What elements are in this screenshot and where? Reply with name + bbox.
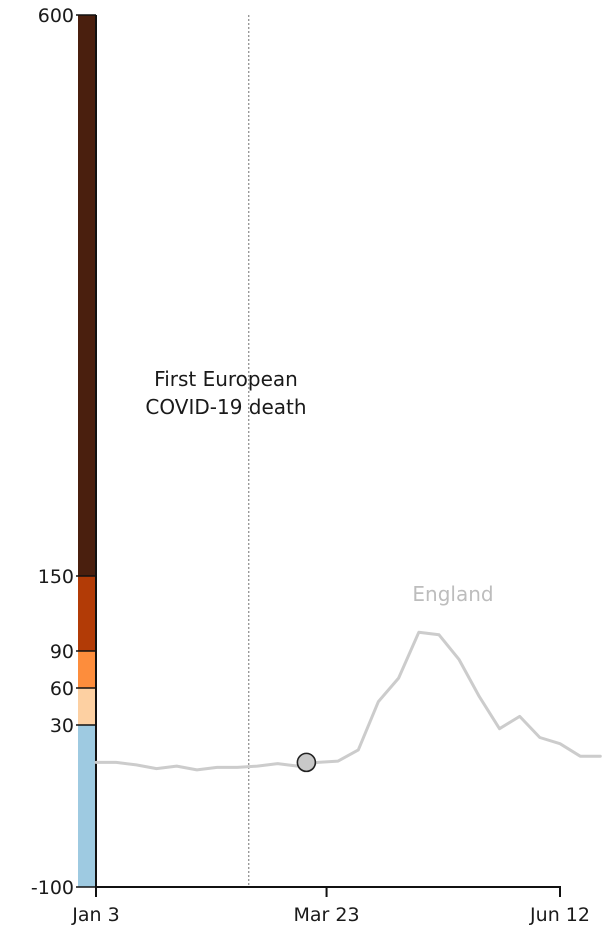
x-tick-label: Jan 3 — [71, 904, 119, 926]
series-line-england — [94, 630, 602, 772]
color-band-4 — [78, 15, 97, 576]
color-band-2 — [78, 651, 97, 688]
y-tick-label: 30 — [50, 715, 74, 737]
highlight-point — [296, 752, 317, 773]
color-band-1 — [78, 688, 97, 725]
color-band-3 — [78, 576, 97, 651]
annotation: First European COVID-19 death — [145, 15, 307, 887]
y-tick-label: 150 — [38, 566, 74, 588]
color-scale-bar — [78, 15, 97, 887]
y-tick-label: 90 — [50, 641, 74, 663]
x-tick-label: Jun 12 — [529, 904, 590, 926]
x-axis: Jan 3 Mar 23 Jun 12 — [71, 886, 590, 926]
series-group: England — [94, 582, 602, 773]
y-tick-label: -100 — [31, 877, 74, 899]
annotation-text: First European — [154, 367, 298, 391]
color-band-0 — [78, 725, 97, 887]
y-tick-label: 600 — [38, 5, 74, 27]
y-axis: -100 30 60 90 150 600 — [31, 5, 97, 899]
annotation-text: COVID-19 death — [145, 395, 306, 419]
x-tick-label: Mar 23 — [294, 904, 360, 926]
series-label: England — [412, 582, 493, 606]
y-tick-label: 60 — [50, 678, 74, 700]
